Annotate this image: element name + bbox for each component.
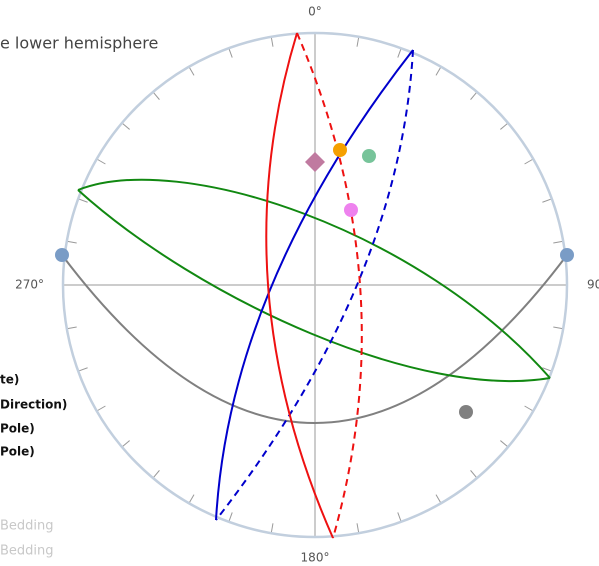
net-tick	[270, 36, 274, 47]
great-circle	[296, 32, 363, 539]
net-tick	[500, 122, 509, 130]
pole-point	[55, 248, 69, 262]
net-tick	[152, 470, 160, 479]
net-tick	[121, 122, 130, 130]
legend-entry[interactable]: Pole)	[0, 445, 35, 459]
direction-label: 0°	[308, 5, 322, 19]
net-tick	[470, 470, 478, 479]
direction-label: 180°	[301, 551, 330, 565]
net-tick	[542, 367, 552, 372]
net-tick	[152, 91, 160, 100]
legend-entry[interactable]: Bedding	[0, 544, 54, 559]
pole-point	[344, 203, 358, 217]
legend-entry[interactable]: te)	[0, 373, 19, 387]
pole-point	[333, 143, 347, 157]
great-circle	[215, 49, 414, 521]
direction-label: 90	[587, 278, 599, 292]
tick-group	[66, 36, 564, 534]
net-tick	[553, 240, 564, 244]
net-tick	[553, 326, 564, 330]
pole-point	[362, 149, 376, 163]
great-circle	[61, 254, 568, 424]
net-tick	[96, 158, 106, 165]
legend-entry[interactable]: Direction)	[0, 398, 67, 412]
net-tick	[435, 66, 442, 76]
net-tick	[524, 158, 534, 165]
net-tick	[121, 440, 130, 448]
net-tick	[270, 523, 274, 534]
net-tick	[470, 91, 478, 100]
great-circle	[77, 189, 551, 383]
net-tick	[524, 405, 534, 412]
net-tick	[356, 523, 360, 534]
great-circle	[77, 178, 551, 379]
legend-entry[interactable]: Bedding	[0, 519, 54, 534]
net-tick	[397, 512, 402, 522]
net-tick	[397, 48, 402, 58]
pole-point	[459, 405, 473, 419]
great-circle	[215, 49, 414, 521]
net-tick	[435, 494, 442, 504]
net-tick	[66, 326, 77, 330]
net-circle	[61, 31, 569, 539]
net-tick	[500, 440, 509, 448]
diamond-point	[305, 152, 325, 172]
legend-entry[interactable]: Pole)	[0, 422, 35, 436]
net-tick	[188, 66, 195, 76]
net-tick	[188, 494, 195, 504]
direction-label: 270°	[15, 278, 44, 292]
net-tick	[78, 198, 88, 203]
net-tick	[66, 240, 77, 244]
net-tick	[228, 512, 233, 522]
net-tick	[96, 405, 106, 412]
great-circle	[265, 32, 334, 539]
net-tick	[78, 367, 88, 372]
pole-point	[560, 248, 574, 262]
net-tick	[228, 48, 233, 58]
net-tick	[542, 198, 552, 203]
title: e lower hemisphere	[0, 34, 158, 53]
net-tick	[356, 36, 360, 47]
